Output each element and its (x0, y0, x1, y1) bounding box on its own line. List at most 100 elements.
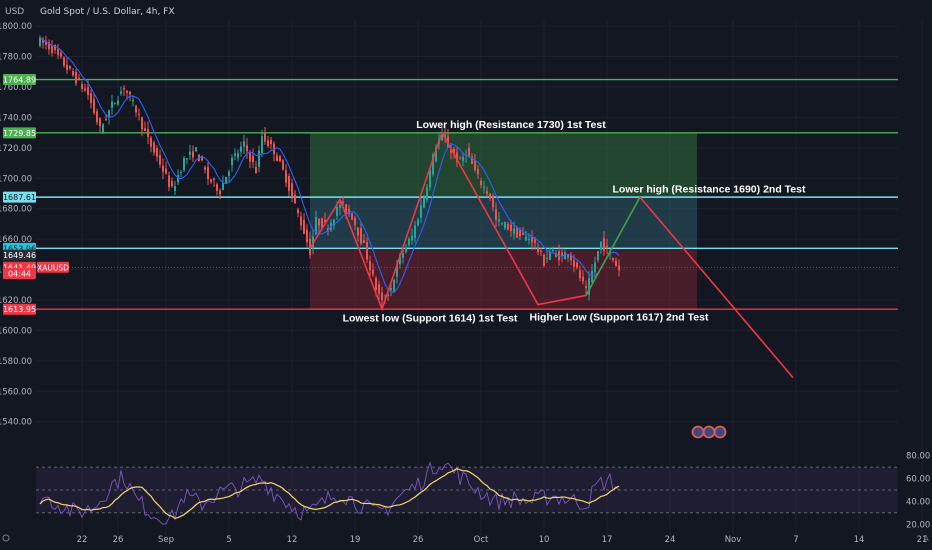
candle (45, 35, 47, 50)
candle-body (366, 242, 368, 260)
price-tag-box (3, 191, 36, 203)
candle (468, 143, 470, 158)
candle (162, 158, 164, 180)
candle-body (567, 255, 569, 258)
candle-body (291, 183, 293, 197)
candle-body (618, 265, 620, 271)
time-tick-label: 22 (77, 535, 88, 545)
candle-body (156, 148, 158, 157)
candle-body (552, 249, 554, 251)
price-tag-text: 1729.85 (3, 129, 36, 138)
candle (435, 144, 437, 163)
price-tag: 1613.95 (3, 303, 36, 315)
candle-body (243, 141, 245, 147)
candle-body (249, 152, 251, 162)
candle-body (414, 225, 416, 238)
candle (60, 49, 62, 60)
candle-body (456, 152, 458, 162)
candle-body (177, 175, 179, 183)
candle-body (231, 157, 233, 166)
candle-body (258, 150, 260, 167)
candle (225, 176, 227, 184)
candle-body (504, 222, 506, 229)
candle-body (534, 238, 536, 243)
candle-body (153, 142, 155, 153)
candle-body (453, 148, 455, 155)
rsi-tick-label: 80.00 (906, 452, 930, 462)
candle (510, 219, 512, 237)
candle (369, 255, 371, 277)
horizontal-levels[interactable] (36, 78, 898, 310)
candle (423, 194, 425, 209)
auto-scale-icon[interactable]: A (923, 534, 929, 543)
candle-body (132, 99, 134, 102)
candle (480, 177, 482, 189)
candle (405, 243, 407, 254)
candle (567, 254, 569, 262)
candle (147, 121, 149, 145)
candle-body (561, 252, 563, 256)
candle-body (252, 155, 254, 163)
price-tag: 1729.85 (3, 127, 36, 139)
price-tick-label: 1660.00 (0, 235, 32, 245)
chart-title: Gold Spot / U.S. Dollar, 4h, FX (40, 7, 175, 17)
candle (420, 198, 422, 223)
candle-body (396, 264, 398, 277)
candle-body (375, 277, 377, 290)
time-axis: 22 26 Sep 5 12 19 26 Oct 10 17 24 Nov 7 14 21 (77, 535, 928, 545)
chart-annotations: Lower high (Resistance 1730) 1st Test Low… (343, 119, 806, 324)
candle-body (174, 185, 176, 191)
candle (252, 148, 254, 168)
moving-average-line (39, 37, 620, 294)
price-tick-label: 1540.00 (0, 418, 32, 428)
candle (582, 270, 584, 285)
candle-body (261, 136, 263, 153)
candle-body (582, 276, 584, 282)
candle-body (207, 166, 209, 179)
candle-body (222, 183, 224, 190)
candle (417, 217, 419, 227)
rsi-pane[interactable] (36, 460, 898, 525)
candle (276, 152, 278, 162)
candle-body (441, 132, 443, 141)
candle-body (195, 147, 197, 152)
candle-body (171, 181, 173, 187)
candle-body (84, 88, 86, 91)
candle-body (594, 262, 596, 273)
candle (150, 135, 152, 153)
pattern-trendlines[interactable] (309, 130, 794, 379)
price-tick-label: 1700.00 (0, 174, 32, 184)
candle-body (474, 161, 476, 171)
candle (99, 117, 101, 133)
settings-icon[interactable] (2, 534, 10, 542)
candle-body (282, 160, 284, 170)
price-tag-text: 1613.95 (3, 305, 36, 314)
candle-body (423, 197, 425, 208)
candlestick-series (39, 35, 620, 308)
candle-body (324, 219, 326, 223)
candle-body (162, 165, 164, 172)
candle-body (510, 224, 512, 232)
events-markers[interactable] (691, 425, 727, 439)
candle (486, 186, 488, 197)
candle (372, 263, 374, 277)
candle (243, 134, 245, 155)
candle-body (399, 254, 401, 265)
rsi-tick-label: 60.00 (906, 475, 930, 485)
candle (282, 159, 284, 171)
candle-body (270, 139, 272, 145)
candle (264, 127, 266, 145)
candle-body (69, 65, 71, 69)
candle-body (201, 156, 203, 161)
candle-body (462, 156, 464, 161)
candle-body (480, 181, 482, 186)
candle-body (537, 247, 539, 252)
candle-body (519, 229, 521, 237)
candle-body (255, 166, 257, 174)
time-tick-label: 21 (917, 535, 928, 545)
currency-label: USD (5, 7, 24, 17)
candle-body (45, 40, 47, 45)
price-tag: 1687.61 (3, 191, 36, 203)
time-tick-label: 5 (226, 535, 231, 545)
